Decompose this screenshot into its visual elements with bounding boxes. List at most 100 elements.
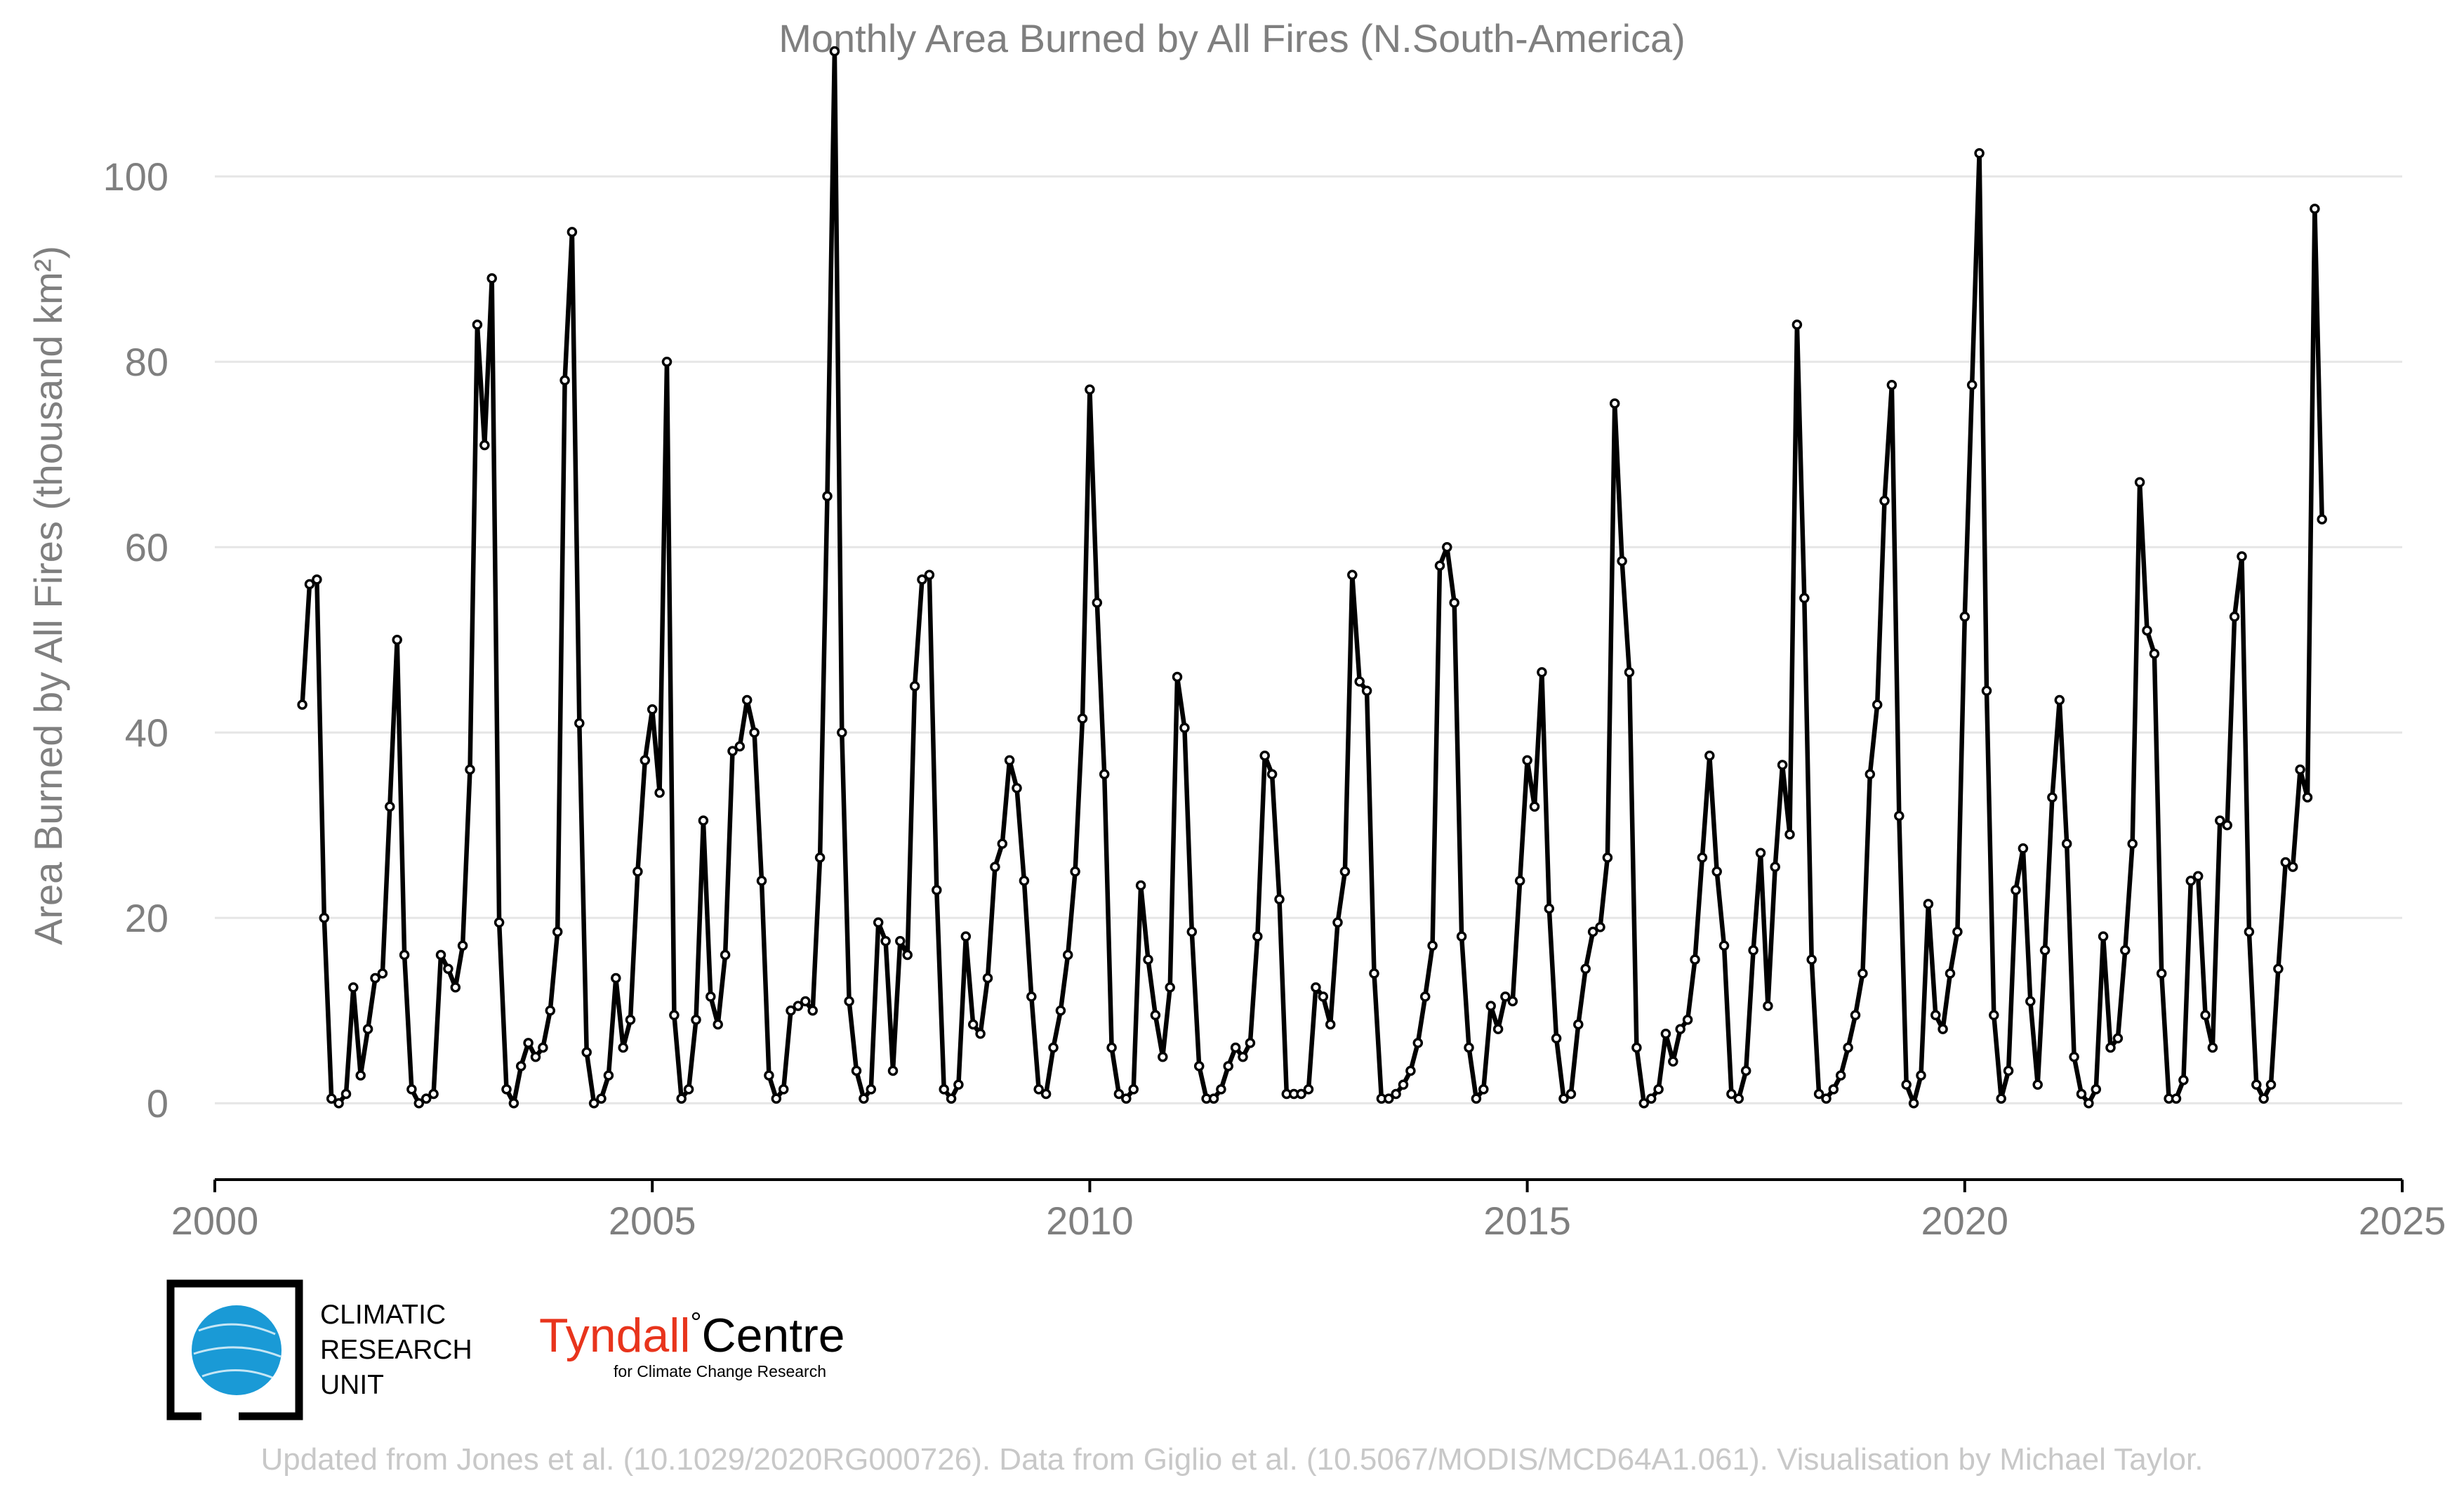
data-point	[1012, 783, 1022, 793]
data-point	[1777, 760, 1788, 770]
data-point	[1179, 723, 1190, 733]
data-point	[909, 680, 920, 692]
data-point	[1733, 1093, 1744, 1104]
data-point	[1653, 1084, 1664, 1095]
data-point	[1405, 1065, 1416, 1076]
data-point	[880, 935, 891, 947]
data-point	[2156, 968, 2167, 979]
data-point	[611, 972, 621, 984]
data-point	[2105, 1042, 2116, 1053]
data-point	[1704, 750, 1715, 761]
data-point	[720, 949, 731, 961]
data-point	[2084, 1097, 2094, 1109]
data-point	[1740, 1065, 1751, 1076]
data-point	[1565, 1088, 1577, 1100]
data-point	[1631, 1042, 1642, 1053]
data-point	[713, 1019, 723, 1030]
data-point	[2047, 792, 2058, 803]
data-point	[1150, 1010, 1161, 1021]
data-point	[683, 1084, 694, 1095]
data-point	[902, 949, 913, 961]
data-point	[1799, 593, 1810, 604]
data-point	[1259, 750, 1270, 761]
data-point	[1711, 866, 1722, 877]
data-point	[661, 356, 673, 367]
data-point	[2003, 1065, 2014, 1076]
data-point	[603, 1070, 614, 1081]
data-point	[377, 968, 388, 979]
data-point	[1726, 1088, 1737, 1100]
y-tick-label-0: 0	[147, 1081, 168, 1126]
data-point	[654, 787, 665, 798]
data-point	[312, 574, 322, 585]
data-point	[771, 1093, 782, 1104]
data-point	[2149, 648, 2160, 659]
credit-text: Updated from Jones et al. (10.1029/2020R…	[261, 1442, 2204, 1477]
data-point	[428, 1088, 439, 1100]
data-point	[304, 579, 315, 590]
data-point	[1791, 319, 1803, 330]
data-point	[1609, 398, 1620, 409]
data-point	[1806, 954, 1817, 965]
y-tick-label-60: 60	[125, 525, 168, 569]
data-point	[420, 1093, 432, 1104]
data-point	[1471, 1093, 1482, 1104]
data-point	[1879, 495, 1890, 506]
tyndall-wordmark: Tyndall°Centre	[539, 1307, 845, 1362]
cru-logo: CLIMATIC RESEARCH UNIT	[166, 1279, 472, 1420]
data-point	[632, 866, 643, 877]
cru-logo-line1: CLIMATIC	[320, 1300, 446, 1330]
data-point	[370, 972, 380, 984]
data-point	[2069, 1051, 2079, 1062]
data-point	[2258, 1093, 2269, 1104]
data-point	[1923, 899, 1934, 909]
data-point	[574, 718, 585, 729]
data-point	[508, 1097, 519, 1109]
data-point	[1303, 1084, 1314, 1095]
data-point	[1843, 1042, 1853, 1053]
tyndall-logo: Tyndall°Centre for Climate Change Resear…	[539, 1307, 845, 1380]
data-point	[2310, 204, 2320, 214]
data-point	[1274, 894, 1285, 905]
data-point	[1216, 1084, 1226, 1095]
data-point	[1208, 1093, 1219, 1104]
data-point	[1835, 1070, 1846, 1081]
data-point	[1135, 880, 1146, 891]
data-point	[1645, 1093, 1657, 1104]
data-point	[486, 273, 497, 284]
data-point	[588, 1097, 600, 1109]
data-point	[1085, 384, 1095, 395]
data-point	[917, 574, 927, 585]
data-point	[1996, 1093, 2006, 1104]
data-point	[1033, 1084, 1044, 1095]
data-point	[2120, 945, 2131, 956]
data-point	[530, 1051, 541, 1062]
y-tick-label-40: 40	[125, 711, 168, 755]
data-point	[647, 704, 658, 715]
data-point	[844, 996, 854, 1007]
data-point	[749, 727, 760, 738]
data-point	[866, 1084, 877, 1095]
data-point	[1770, 862, 1780, 872]
data-point	[887, 1065, 899, 1076]
data-point	[1004, 755, 1015, 766]
data-point	[1828, 1084, 1839, 1095]
data-point	[1369, 968, 1379, 979]
data-point	[2185, 876, 2197, 886]
data-point	[1442, 541, 1452, 553]
data-point	[786, 1005, 796, 1016]
data-point	[2229, 611, 2240, 622]
data-point	[1763, 1001, 1773, 1011]
data-point	[1507, 996, 1518, 1007]
data-point	[2076, 1088, 2087, 1100]
data-point	[1193, 1061, 1205, 1071]
data-point	[2018, 843, 2029, 854]
data-point	[1158, 1051, 1168, 1062]
data-point	[399, 949, 410, 961]
centre-name: Centre	[701, 1309, 844, 1362]
x-axis: 2000 2005 2010 2015 2020 2025	[171, 1178, 2446, 1243]
data-point	[764, 1070, 774, 1081]
data-point	[2142, 625, 2152, 636]
data-point	[1945, 968, 1956, 979]
data-point	[457, 940, 468, 951]
